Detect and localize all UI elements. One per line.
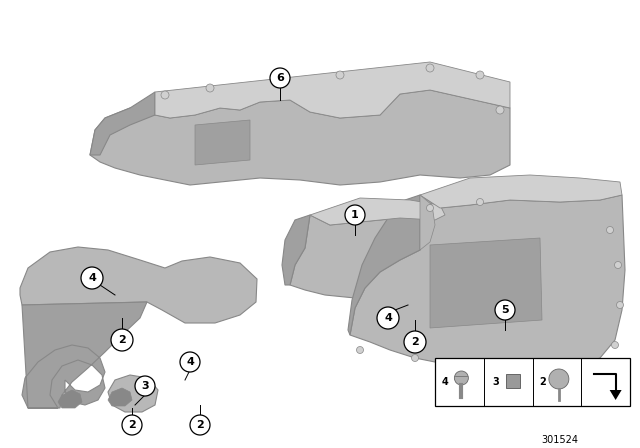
Text: 4: 4 — [186, 357, 194, 367]
Text: 301524: 301524 — [541, 435, 579, 445]
Circle shape — [135, 376, 155, 396]
Polygon shape — [348, 195, 420, 335]
Polygon shape — [350, 195, 625, 372]
Circle shape — [180, 352, 200, 372]
Text: 2: 2 — [540, 377, 547, 387]
Circle shape — [111, 329, 133, 351]
Polygon shape — [420, 195, 435, 250]
Circle shape — [611, 341, 618, 349]
Text: 4: 4 — [88, 273, 96, 283]
Circle shape — [476, 71, 484, 79]
Circle shape — [549, 369, 569, 389]
Circle shape — [412, 354, 419, 362]
Text: 4: 4 — [442, 377, 449, 387]
Circle shape — [426, 204, 433, 211]
Circle shape — [81, 267, 103, 289]
Text: 2: 2 — [118, 335, 126, 345]
Polygon shape — [108, 388, 132, 406]
Text: 5: 5 — [501, 305, 509, 315]
Circle shape — [477, 198, 483, 206]
Circle shape — [345, 205, 365, 225]
Circle shape — [614, 262, 621, 268]
Text: 1: 1 — [351, 210, 359, 220]
Circle shape — [336, 71, 344, 79]
Text: 2: 2 — [196, 420, 204, 430]
Polygon shape — [155, 62, 510, 118]
Polygon shape — [290, 215, 450, 300]
Circle shape — [607, 227, 614, 233]
Circle shape — [270, 68, 290, 88]
Circle shape — [356, 346, 364, 353]
Circle shape — [527, 366, 534, 374]
Polygon shape — [90, 92, 155, 155]
Circle shape — [377, 307, 399, 329]
Circle shape — [467, 362, 474, 369]
Polygon shape — [282, 215, 310, 285]
Circle shape — [454, 371, 468, 385]
Text: 2: 2 — [128, 420, 136, 430]
Circle shape — [122, 415, 142, 435]
Bar — [435, 358, 630, 406]
Circle shape — [577, 362, 584, 369]
Text: 2: 2 — [411, 337, 419, 347]
Polygon shape — [420, 175, 622, 208]
Circle shape — [404, 331, 426, 353]
Polygon shape — [310, 198, 445, 225]
Circle shape — [496, 106, 504, 114]
Text: 3: 3 — [141, 381, 149, 391]
Polygon shape — [610, 390, 621, 400]
Polygon shape — [22, 302, 147, 408]
Text: 6: 6 — [276, 73, 284, 83]
Polygon shape — [430, 238, 542, 328]
Polygon shape — [20, 247, 257, 323]
Circle shape — [161, 91, 169, 99]
Polygon shape — [108, 375, 158, 412]
Text: 3: 3 — [493, 377, 499, 387]
Polygon shape — [58, 390, 82, 408]
Circle shape — [426, 64, 434, 72]
Circle shape — [190, 415, 210, 435]
Circle shape — [206, 84, 214, 92]
Circle shape — [495, 300, 515, 320]
Bar — [506, 374, 520, 388]
Text: 4: 4 — [384, 313, 392, 323]
Polygon shape — [195, 120, 250, 165]
Polygon shape — [90, 90, 510, 185]
Circle shape — [616, 302, 623, 309]
